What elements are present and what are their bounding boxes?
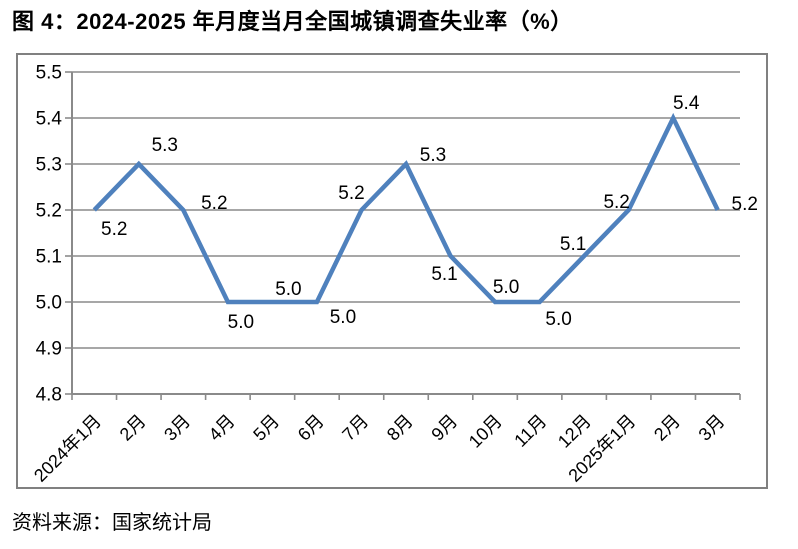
- x-axis-label: 10月: [465, 411, 506, 452]
- y-axis-label: 5.5: [36, 63, 62, 84]
- x-axis-label: 7月: [338, 411, 372, 445]
- data-point-label: 5.1: [431, 264, 457, 285]
- data-point-label: 5.0: [545, 309, 571, 330]
- y-axis-label: 5.3: [36, 155, 62, 176]
- y-axis-label: 5.1: [36, 247, 62, 268]
- data-point-label: 5.2: [101, 219, 127, 240]
- data-point-label: 5.3: [152, 135, 178, 156]
- data-point-label: 5.0: [275, 279, 301, 300]
- y-axis-label: 5.4: [36, 109, 63, 130]
- data-point-label: 5.2: [732, 194, 758, 215]
- x-axis-label: 2024年1月: [30, 411, 105, 486]
- data-point-label: 5.2: [603, 192, 629, 213]
- series-line: [92, 112, 720, 305]
- y-axis-label: 4.9: [36, 339, 62, 360]
- x-axis-label: 11月: [510, 411, 550, 451]
- source-note: 资料来源：国家统计局: [12, 512, 212, 534]
- data-point-label: 5.0: [330, 307, 356, 328]
- x-axis-label: 2月: [116, 411, 150, 445]
- chart-area: 5.5 5.4 5.3 5.2 5.1 5.0 4.9 4.8 5.2 5.3 5.2 5.0 5.0 5…: [16, 53, 768, 489]
- x-axis-label: 9月: [427, 411, 461, 445]
- data-point-label: 5.0: [493, 277, 519, 298]
- data-point-label: 5.2: [201, 193, 227, 214]
- x-axis-label: 5月: [249, 411, 283, 445]
- x-axis-label: 3月: [160, 411, 194, 445]
- y-axis-label: 5.2: [36, 201, 62, 222]
- data-point-label: 5.3: [420, 145, 446, 166]
- x-axis-label: 2月: [650, 411, 684, 445]
- x-axis-label: 6月: [294, 411, 328, 445]
- x-axis-label: 3月: [695, 411, 729, 445]
- figure-title: 图 4：2024-2025 年月度当月全国城镇调查失业率（%）: [12, 9, 573, 34]
- x-axis-label: 8月: [383, 411, 417, 445]
- data-point-label: 5.0: [228, 312, 254, 333]
- data-point-label: 5.2: [338, 183, 364, 204]
- data-point-label: 5.4: [673, 93, 700, 114]
- chart-canvas: 5.5 5.4 5.3 5.2 5.1 5.0 4.9 4.8 5.2 5.3 5.2 5.0 5.0 5…: [30, 63, 758, 486]
- x-axis-label: 4月: [205, 411, 239, 445]
- data-point-label: 5.1: [560, 234, 586, 255]
- x-axis-label: 12月: [554, 411, 595, 452]
- y-axis-label: 4.8: [36, 385, 62, 406]
- y-axis-label: 5.0: [36, 293, 62, 314]
